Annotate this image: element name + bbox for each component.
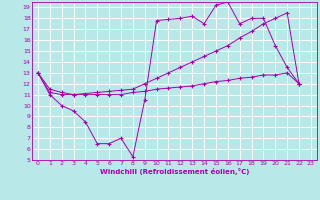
X-axis label: Windchill (Refroidissement éolien,°C): Windchill (Refroidissement éolien,°C) (100, 168, 249, 175)
